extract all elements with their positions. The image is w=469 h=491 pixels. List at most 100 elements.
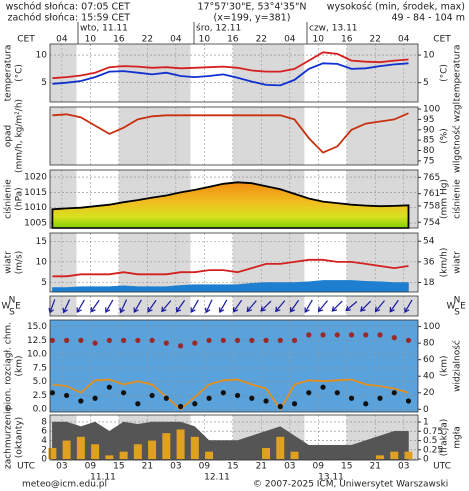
y-tick-label: 10 bbox=[36, 257, 48, 267]
wind-arrow bbox=[304, 299, 313, 314]
arrow-head bbox=[90, 306, 96, 313]
copyright: © 2007-2025 ICM, Uniwersytet Warszawski bbox=[253, 480, 448, 490]
arrow-shaft bbox=[76, 299, 85, 313]
grid-point: (x=199, y=381) bbox=[214, 13, 291, 24]
day-label: czw, 13.11 bbox=[309, 24, 358, 34]
y2-tick-label: 0.75 bbox=[423, 427, 443, 437]
x-tick-label: 04 bbox=[398, 35, 410, 45]
bar bbox=[119, 451, 128, 460]
y-tick-label: 5 bbox=[41, 78, 47, 88]
compass-label: N bbox=[454, 296, 461, 306]
y2-tick-label: 40 bbox=[423, 372, 435, 382]
night-band bbox=[232, 107, 305, 165]
x-tick-label: 03 bbox=[284, 462, 295, 472]
arrow-head bbox=[331, 306, 338, 312]
bar bbox=[62, 440, 71, 460]
dot bbox=[135, 401, 141, 407]
arrow-head bbox=[62, 307, 68, 314]
y-axis-label: opad bbox=[4, 125, 14, 147]
bar bbox=[276, 436, 285, 460]
series-area bbox=[52, 280, 409, 293]
dot bbox=[206, 395, 212, 401]
day-label: 13.11 bbox=[318, 473, 344, 483]
wind-arrow bbox=[260, 300, 272, 312]
dot bbox=[391, 335, 397, 341]
y-tick-label: 0.0 bbox=[33, 405, 48, 415]
wind-arrow bbox=[345, 301, 358, 312]
series-line bbox=[52, 51, 409, 80]
arrow-head bbox=[275, 306, 281, 313]
dot bbox=[64, 337, 70, 343]
time-zone-label: UTC bbox=[17, 462, 35, 472]
arrow-head bbox=[317, 306, 324, 313]
panel bbox=[48, 295, 419, 317]
arrow-head bbox=[345, 305, 351, 312]
day-label: 11.11 bbox=[90, 473, 116, 483]
y2-tick-label: 0.25 bbox=[423, 445, 443, 455]
x-tick-label: 16 bbox=[113, 35, 125, 45]
arrow-head bbox=[232, 306, 239, 313]
arrow-shaft bbox=[49, 299, 56, 313]
arrow-shaft bbox=[360, 300, 372, 312]
y2-tick-label: 36 bbox=[423, 257, 435, 267]
y-tick-label: 1005 bbox=[24, 219, 47, 229]
dot bbox=[163, 395, 169, 401]
y-axis-label: (km) bbox=[15, 355, 25, 376]
y-tick-label: 5 bbox=[41, 278, 47, 288]
y-axis-label: (°C) bbox=[15, 64, 25, 82]
dot bbox=[348, 332, 355, 338]
arrow-head bbox=[289, 306, 296, 313]
dot bbox=[334, 390, 340, 396]
x-tick-label: 09 bbox=[313, 462, 325, 472]
bar bbox=[176, 429, 185, 460]
dot bbox=[206, 337, 212, 343]
dot bbox=[263, 337, 269, 343]
dot bbox=[249, 337, 255, 343]
dot bbox=[192, 340, 198, 346]
y2-axis-label: (%) bbox=[440, 128, 450, 144]
y-tick-label: 10 bbox=[36, 51, 48, 61]
arrow-shaft bbox=[275, 300, 286, 312]
panel bbox=[49, 169, 421, 229]
dot bbox=[78, 398, 84, 404]
y-axis-label: zachmurzenie bbox=[4, 406, 14, 470]
panel-frame bbox=[49, 232, 419, 293]
email[interactable]: meteo@icm.edu.pl bbox=[22, 480, 107, 490]
x-tick-label: 15 bbox=[341, 462, 352, 472]
x-tick-label: 09 bbox=[85, 462, 97, 472]
arrow-head bbox=[161, 306, 167, 313]
dot bbox=[377, 395, 383, 401]
series-line bbox=[52, 112, 409, 154]
dot bbox=[405, 398, 412, 404]
arrow-shaft bbox=[260, 300, 272, 312]
wind-arrow bbox=[374, 300, 385, 313]
night-band bbox=[232, 44, 305, 102]
x-tick-label: 03 bbox=[398, 462, 409, 472]
arrow-head bbox=[190, 307, 196, 314]
compass-label: S bbox=[9, 308, 15, 318]
y-tick-label: 15.0 bbox=[27, 322, 47, 332]
dot bbox=[348, 395, 355, 401]
dot bbox=[405, 337, 412, 343]
day-label: wto, 11.11 bbox=[80, 24, 128, 34]
arrow-shaft bbox=[290, 299, 300, 313]
arrow-head bbox=[175, 306, 182, 313]
dot bbox=[64, 392, 70, 399]
dot bbox=[263, 398, 269, 404]
arrow-shaft bbox=[233, 299, 243, 313]
dot bbox=[192, 401, 198, 407]
night-band bbox=[50, 296, 77, 316]
arrow-head bbox=[374, 306, 381, 313]
y2-axis-label: (°C) bbox=[440, 64, 450, 82]
y2-tick-label: 100 bbox=[423, 105, 440, 115]
dot bbox=[306, 390, 312, 396]
y-tick-label: 2.5 bbox=[33, 391, 47, 401]
arrow-head bbox=[219, 307, 225, 314]
y-tick-label: 6 bbox=[41, 427, 47, 437]
panel-frame bbox=[49, 43, 419, 103]
day-label: śro, 12.11 bbox=[196, 23, 241, 34]
y-tick-label: 8 bbox=[41, 417, 47, 427]
arrow-head bbox=[260, 306, 266, 312]
y2-axis-label: (mm Hg) bbox=[440, 179, 450, 219]
y2-tick-label: 754 bbox=[423, 218, 440, 228]
